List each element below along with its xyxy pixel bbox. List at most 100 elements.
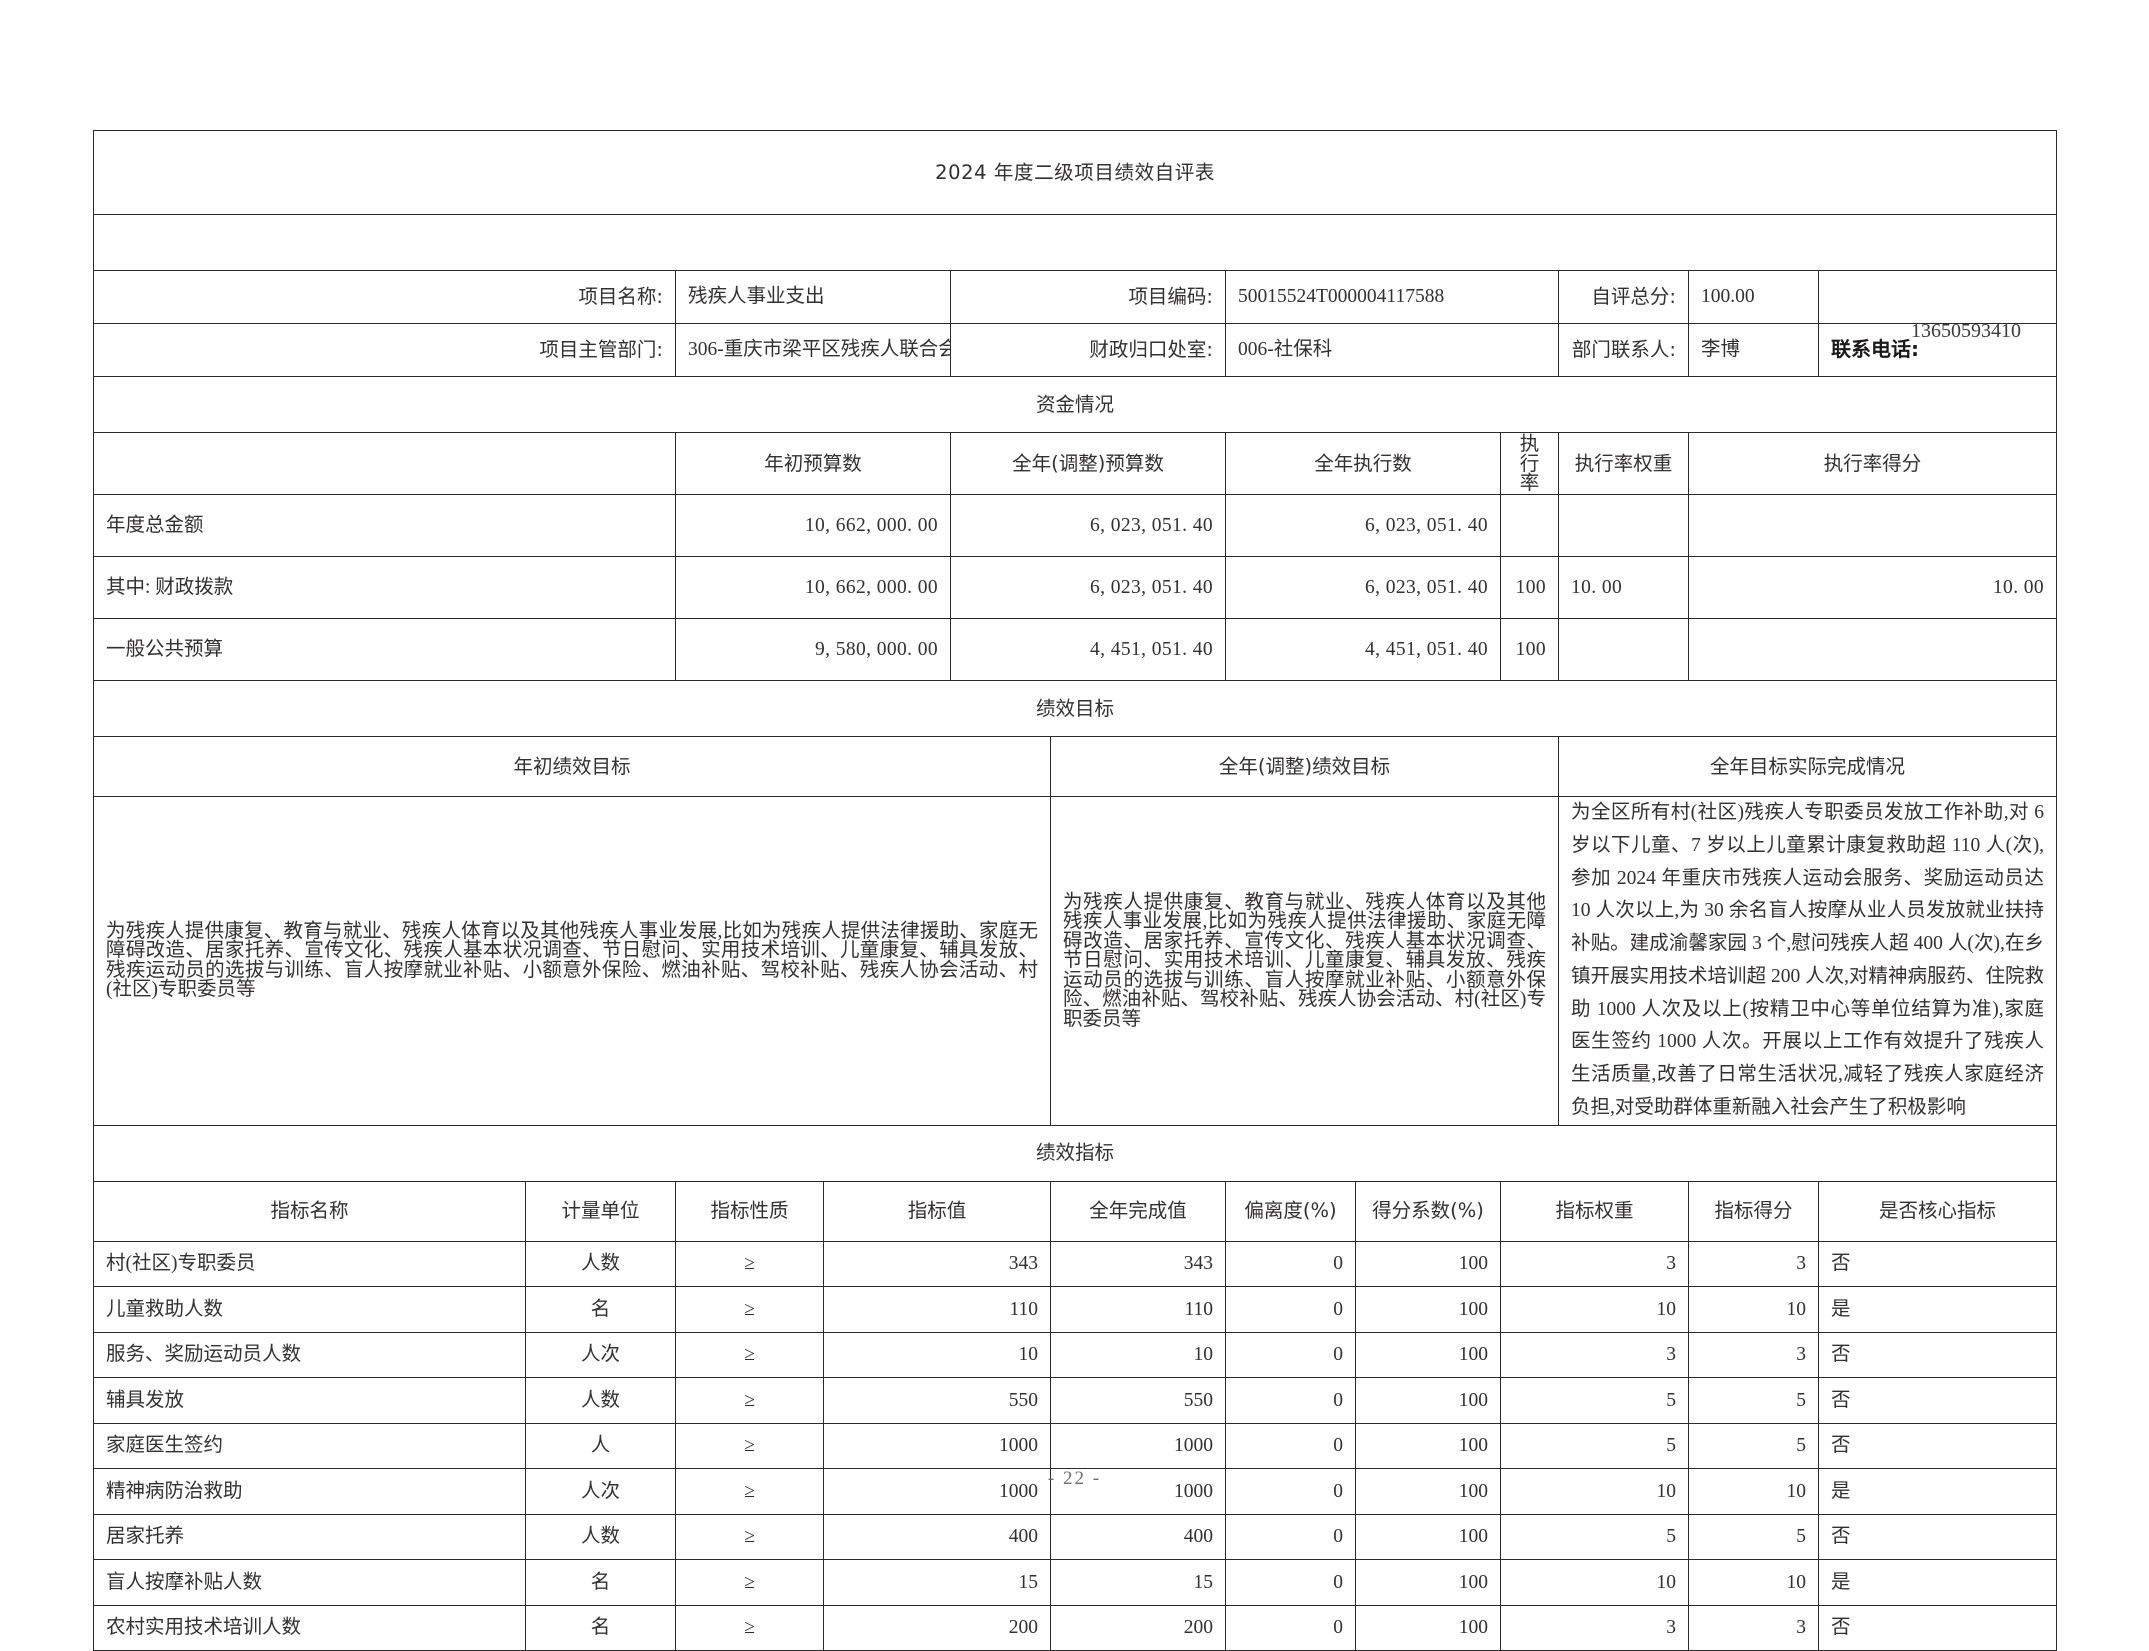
phone-label: 联系电话: <box>1831 337 1919 362</box>
funds-row-executed: 4, 451, 051. 40 <box>1225 618 1501 681</box>
self-score-value: 100.00 <box>1688 270 1819 324</box>
funds-band-row: 资金情况 <box>92 376 2058 433</box>
indicator-score: 5 <box>1688 1422 1819 1469</box>
funds-row-exec-weight <box>1558 618 1689 681</box>
indicator-score: 3 <box>1688 1604 1819 1651</box>
indicator-score: 3 <box>1688 1240 1819 1287</box>
self-evaluation-form: 2024 年度二级项目绩效自评表 项目名称: 残疾人事业支出 项目编码: 500… <box>92 130 2058 1651</box>
indicator-unit: 名 <box>525 1604 676 1651</box>
indicator-actual: 550 <box>1050 1377 1226 1424</box>
indicator-row: 服务、奖励运动员人数 人次 ≥ 10 10 0 100 3 3 否 <box>93 1331 2058 1378</box>
indicator-weight: 10 <box>1500 1468 1689 1515</box>
indicator-unit: 名 <box>525 1559 676 1606</box>
indicator-row: 居家托养 人数 ≥ 400 400 0 100 5 5 否 <box>93 1513 2058 1560</box>
funds-row-initial-budget: 9, 580, 000. 00 <box>675 618 951 681</box>
funds-row-exec-rate: 100 <box>1500 556 1559 619</box>
funds-header-row: 年初预算数 全年(调整)预算数 全年执行数 执行率 执行率权重 执行率得分 <box>93 432 2058 495</box>
indicator-target: 343 <box>823 1240 1051 1287</box>
indicator-unit: 人数 <box>525 1377 676 1424</box>
indicator-coefficient: 100 <box>1355 1331 1501 1378</box>
info-row-2: 项目主管部门: 306-重庆市梁平区残疾人联合会 财政归口处室: 006-社保科… <box>93 323 2058 377</box>
indicator-deviation: 0 <box>1225 1331 1356 1378</box>
indicator-weight: 5 <box>1500 1422 1689 1469</box>
goals-col-adjusted: 全年(调整)绩效目标 <box>1050 736 1559 797</box>
indicator-score: 10 <box>1688 1286 1819 1333</box>
funds-row: 其中: 财政拨款 10, 662, 000. 00 6, 023, 051. 4… <box>93 556 2058 619</box>
info-row-1-blank <box>1817 270 2058 324</box>
finance-office-value: 006-社保科 <box>1225 323 1559 377</box>
indicator-deviation: 0 <box>1225 1422 1356 1469</box>
phone-cell: 联系电话: <box>1817 323 2058 377</box>
indicator-unit: 名 <box>525 1286 676 1333</box>
finance-office-label: 财政归口处室: <box>950 323 1226 377</box>
funds-row: 一般公共预算 9, 580, 000. 00 4, 451, 051. 40 4… <box>93 618 2058 681</box>
indicator-coefficient: 100 <box>1355 1422 1501 1469</box>
indicator-row: 村(社区)专职委员 人数 ≥ 343 343 0 100 3 3 否 <box>93 1240 2058 1287</box>
funds-row-exec-score: 10. 00 <box>1687 556 2058 619</box>
indicator-target: 550 <box>823 1377 1051 1424</box>
indicator-target: 200 <box>823 1604 1051 1651</box>
indicator-score: 5 <box>1688 1377 1819 1424</box>
funds-row-name: 一般公共预算 <box>93 618 676 681</box>
funds-row-executed: 6, 023, 051. 40 <box>1225 494 1501 557</box>
indicator-target: 15 <box>823 1559 1051 1606</box>
funds-col-blank <box>93 432 676 495</box>
indicator-name: 农村实用技术培训人数 <box>93 1604 526 1651</box>
funds-col-exec-score: 执行率得分 <box>1687 432 2058 495</box>
funds-band: 资金情况 <box>92 376 2058 433</box>
indicator-name: 儿童救助人数 <box>93 1286 526 1333</box>
indicators-band: 绩效指标 <box>92 1124 2058 1182</box>
indicator-deviation: 0 <box>1225 1468 1356 1515</box>
document-page: 2024 年度二级项目绩效自评表 项目名称: 残疾人事业支出 项目编码: 500… <box>92 130 2058 1651</box>
indicator-core: 否 <box>1817 1240 2058 1287</box>
indicator-coefficient: 100 <box>1355 1240 1501 1287</box>
indicator-deviation: 0 <box>1225 1286 1356 1333</box>
ind-col-actual: 全年完成值 <box>1050 1180 1226 1242</box>
goals-band: 绩效目标 <box>92 680 2058 737</box>
indicator-actual: 400 <box>1050 1513 1226 1560</box>
ind-col-target: 指标值 <box>823 1180 1051 1242</box>
indicator-row: 盲人按摩补贴人数 名 ≥ 15 15 0 100 10 10 是 <box>93 1559 2058 1606</box>
page-title: 2024 年度二级项目绩效自评表 <box>92 130 2058 215</box>
ind-col-weight: 指标权重 <box>1500 1180 1689 1242</box>
indicator-actual: 110 <box>1050 1286 1226 1333</box>
phone-value: 13650593410 <box>1911 320 2021 342</box>
indicator-row: 精神病防治救助 人次 ≥ 1000 1000 0 100 10 10 是 <box>93 1468 2058 1515</box>
goals-col-actual: 全年目标实际完成情况 <box>1557 736 2058 797</box>
project-name-value: 残疾人事业支出 <box>675 270 951 324</box>
indicator-score: 5 <box>1688 1513 1819 1560</box>
indicator-coefficient: 100 <box>1355 1604 1501 1651</box>
indicator-score: 3 <box>1688 1331 1819 1378</box>
info-row-1: 项目名称: 残疾人事业支出 项目编码: 50015524T00000411758… <box>93 270 2058 324</box>
indicator-row: 辅具发放 人数 ≥ 550 550 0 100 5 5 否 <box>93 1377 2058 1424</box>
title-row: 2024 年度二级项目绩效自评表 <box>92 130 2058 215</box>
indicator-weight: 10 <box>1500 1286 1689 1333</box>
indicator-core: 是 <box>1817 1559 2058 1606</box>
ind-col-score: 指标得分 <box>1688 1180 1819 1242</box>
indicator-actual: 1000 <box>1050 1422 1226 1469</box>
contact-person-value: 李博 <box>1688 323 1819 377</box>
goals-band-row: 绩效目标 <box>92 680 2058 737</box>
funds-row-exec-weight: 10. 00 <box>1558 556 1689 619</box>
funds-row-exec-weight <box>1558 494 1689 557</box>
indicator-nature: ≥ <box>675 1513 824 1560</box>
funds-col-adjusted-budget: 全年(调整)预算数 <box>950 432 1226 495</box>
indicator-weight: 5 <box>1500 1513 1689 1560</box>
indicator-unit: 人次 <box>525 1331 676 1378</box>
indicator-target: 400 <box>823 1513 1051 1560</box>
funds-row-exec-rate: 100 <box>1500 618 1559 681</box>
contact-person-label: 部门联系人: <box>1558 323 1689 377</box>
funds-col-exec-weight: 执行率权重 <box>1558 432 1689 495</box>
indicator-coefficient: 100 <box>1355 1468 1501 1515</box>
funds-col-exec-rate: 执行率 <box>1500 432 1559 495</box>
indicator-actual: 343 <box>1050 1240 1226 1287</box>
indicator-core: 是 <box>1817 1468 2058 1515</box>
indicator-name: 村(社区)专职委员 <box>93 1240 526 1287</box>
funds-row-exec-rate <box>1500 494 1559 557</box>
ind-col-coefficient: 得分系数(%) <box>1355 1180 1501 1242</box>
indicator-target: 110 <box>823 1286 1051 1333</box>
indicator-weight: 3 <box>1500 1240 1689 1287</box>
indicator-deviation: 0 <box>1225 1240 1356 1287</box>
indicator-coefficient: 100 <box>1355 1559 1501 1606</box>
project-code-label: 项目编码: <box>950 270 1226 324</box>
